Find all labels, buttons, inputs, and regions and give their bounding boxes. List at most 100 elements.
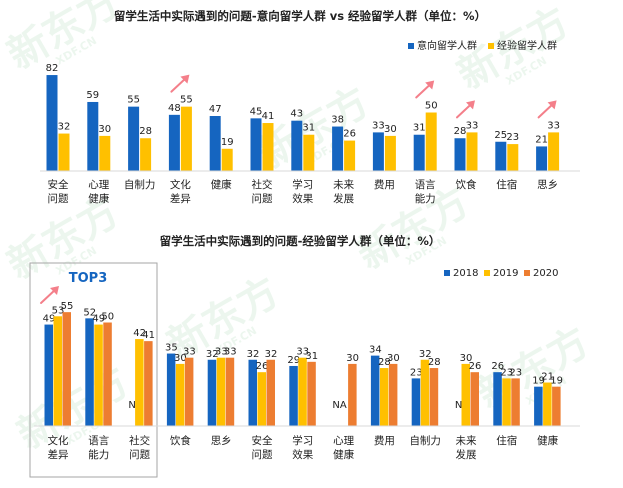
data-label: 31 [305,351,318,362]
bar [536,146,548,171]
chart-title: 留学生活中实际遇到的问题-意向留学人群 vs 经验留学人群（单位：%） [114,9,486,23]
tick-label: 能力 [415,192,436,205]
bar [135,339,144,426]
tick-label: 学习 [292,178,313,191]
legend-swatch [488,43,494,49]
data-label: 32 [265,349,278,360]
data-label: 32 [206,349,219,360]
bar [175,363,185,426]
data-label: 41 [262,111,275,122]
data-label: 30 [346,353,359,364]
tick-label: 健康 [211,178,232,191]
data-label: 41 [142,330,155,341]
data-label: 19 [221,137,234,148]
data-label: 30 [460,353,473,364]
bar [289,365,298,426]
bar [128,106,140,171]
tick-label: 思乡 [211,435,232,447]
legend-item: 经验留学人群 [488,39,557,52]
data-label: 33 [547,120,560,131]
highlight-arrow-head [547,100,557,110]
data-label: 30 [387,353,400,364]
bar [184,357,194,426]
bar [493,372,502,426]
data-label: 26 [491,361,504,372]
na-label: NA [332,400,346,411]
bar [209,116,221,171]
bar [94,324,103,426]
bar [180,106,192,171]
data-label: 28 [454,126,467,137]
tick-label: 自制力 [124,178,156,191]
bar [332,126,344,171]
tick-label: 语言 [88,434,109,447]
legend-item: 2019 [484,268,518,279]
tick-label: 学习 [292,434,313,447]
bar [140,138,152,171]
bar [420,359,430,426]
bar [548,132,560,171]
data-label: 49 [43,314,56,325]
top3-box [29,262,158,478]
data-label: 33 [372,120,385,131]
watermark-text: 新东方 [0,0,127,79]
data-label: 59 [86,90,99,101]
tick-label: 安全 [48,178,69,191]
bar [425,112,437,171]
bar [413,134,425,171]
bar [372,132,384,171]
bar [461,363,470,426]
tick-label: 安全 [252,434,273,447]
highlight-arrow-head [50,286,59,295]
data-label: 48 [168,103,181,114]
legend-swatch [408,43,414,49]
data-label: 23 [506,132,519,143]
tick-label: 文化 [170,178,191,191]
tick-label: 差异 [170,192,191,205]
data-label: 35 [165,343,178,354]
bar [552,386,561,426]
data-label: 31 [302,123,315,134]
bar [87,101,99,171]
tick-label: 问题 [129,448,150,461]
bar [85,318,94,426]
bar [507,144,519,171]
bar [303,134,315,171]
data-label: 33 [183,347,196,358]
legend-swatch [484,270,490,276]
bar [216,357,226,426]
data-label: 38 [331,115,344,126]
tick-label: 问题 [252,192,273,205]
data-label: 82 [46,63,59,74]
tick-label: 社交 [252,178,273,191]
bar [99,135,111,171]
legend-swatch [444,270,450,276]
data-label: 19 [550,376,563,387]
tick-label: 住宿 [496,178,517,191]
tick-label: 健康 [88,192,109,205]
data-label: 23 [509,367,522,378]
bar [225,357,235,426]
data-label: 52 [83,307,96,318]
bar [344,140,356,171]
data-label: 28 [378,357,391,368]
data-label: 26 [343,129,356,140]
tick-label: 健康 [333,448,354,461]
bar [543,382,552,426]
legend-swatch [524,270,530,276]
bar [207,359,217,426]
data-label: 55 [61,301,74,312]
data-label: 25 [494,130,507,141]
bar [44,324,53,426]
tick-label: 问题 [48,192,69,205]
bar [58,133,70,171]
tick-label: 心理 [88,179,109,191]
tick-label: 效果 [292,192,313,205]
tick-label: 社交 [129,434,150,447]
bar [348,363,357,426]
tick-label: 发展 [333,192,354,205]
top3-label: TOP3 [69,271,108,286]
bar [379,368,389,426]
